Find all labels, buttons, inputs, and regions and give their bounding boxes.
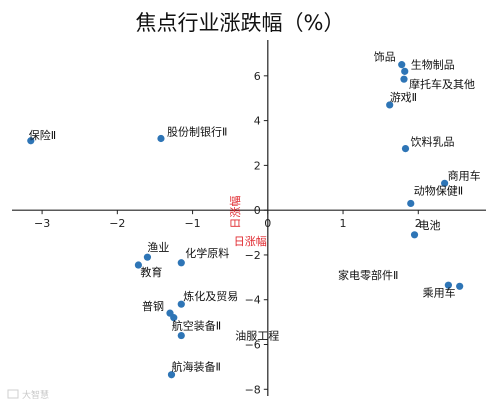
- watermark: 大智慧: [7, 389, 49, 401]
- x-axis-label: 日涨幅: [234, 235, 267, 248]
- y-tick-label: −6: [245, 339, 261, 352]
- data-point: [177, 300, 185, 308]
- data-point: [157, 134, 165, 143]
- data-point: [167, 371, 176, 379]
- data-point: [386, 101, 394, 109]
- y-tick-label: 0: [254, 204, 261, 217]
- data-point-label: 股份制银行Ⅱ: [167, 125, 227, 139]
- y-tick-label: −8: [245, 383, 261, 396]
- data-point: [398, 61, 406, 69]
- data-point: [143, 253, 152, 261]
- data-point-label: 渔业: [147, 241, 169, 254]
- data-point: [177, 259, 185, 267]
- x-tick-label: 2: [415, 217, 422, 230]
- data-point-label: 油服工程: [235, 329, 279, 343]
- y-tick-label: 6: [254, 70, 261, 83]
- data-point: [134, 261, 142, 269]
- data-point: [410, 231, 419, 239]
- chart-title: 焦点行业涨跌幅（%）: [136, 11, 345, 35]
- y-tick-label: 2: [254, 159, 261, 172]
- x-tick-label: 1: [340, 217, 347, 230]
- data-point-label: 普钢: [142, 299, 164, 313]
- data-point: [401, 67, 409, 75]
- data-point-label: 乘用车: [423, 285, 456, 299]
- watermark-text: 大智慧: [22, 389, 49, 401]
- data-point-label: 电池: [419, 219, 441, 232]
- ticks: −3 −2 −1 0 1 2 −8 −6 −4 −2 0 2 4 6: [34, 70, 422, 396]
- data-point: [27, 137, 35, 145]
- data-point-label: 生物制品: [411, 57, 455, 71]
- data-point-label: 饰品: [374, 50, 396, 64]
- data-point-label: 饮料乳品: [410, 135, 454, 149]
- data-point-label: 航海装备Ⅱ: [172, 360, 221, 374]
- y-tick-label: −2: [245, 249, 261, 262]
- data-point: [400, 75, 408, 83]
- watermark-logo-icon: [7, 389, 19, 399]
- axes: [12, 40, 486, 396]
- data-point: [456, 282, 464, 290]
- x-tick-label: −1: [184, 217, 200, 230]
- data-point-label: 动物保健Ⅱ: [414, 183, 463, 197]
- data-point-label: 保险Ⅱ: [29, 128, 56, 142]
- data-point-label: 游戏Ⅱ: [390, 91, 417, 104]
- data-point-label: 商用车: [448, 168, 481, 182]
- data-point-label: 家电零部件Ⅱ: [338, 268, 398, 282]
- data-point-label: 化学原料: [185, 246, 229, 260]
- x-tick-label: −2: [109, 217, 125, 230]
- data-point-label: 航空装备Ⅱ: [172, 319, 221, 333]
- y-axis-label: 日涨幅: [229, 196, 242, 229]
- data-point: [170, 314, 178, 322]
- x-tick-label: 0: [264, 217, 271, 230]
- data-points: [27, 61, 464, 379]
- data-point: [401, 144, 410, 153]
- data-point: [441, 179, 449, 187]
- data-point-label: 炼化及贸易: [183, 289, 238, 303]
- data-point: [407, 199, 415, 208]
- data-point: [444, 281, 452, 289]
- data-point-label: 教育: [140, 265, 162, 279]
- y-tick-label: 4: [254, 115, 261, 128]
- data-point-label: 摩托车及其他: [409, 77, 475, 91]
- y-tick-label: −4: [245, 294, 261, 307]
- x-tick-label: −3: [34, 217, 50, 230]
- data-point: [177, 331, 185, 340]
